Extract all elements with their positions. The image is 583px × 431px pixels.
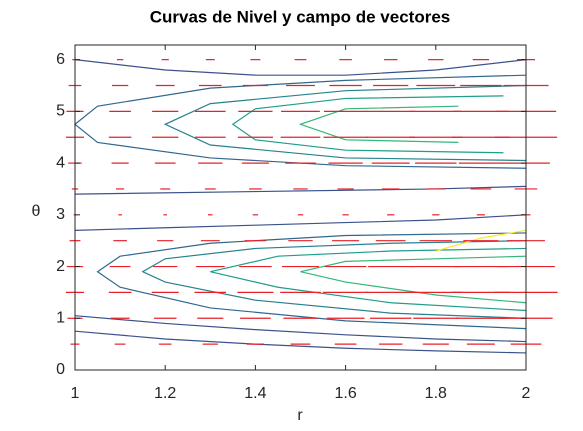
plot-frame	[74, 44, 527, 371]
contour-line	[96, 232, 527, 330]
contour-line	[74, 214, 527, 231]
contour-line	[163, 84, 527, 162]
y-tick-label: 1	[56, 309, 65, 326]
x-tick-label: 1	[71, 385, 80, 402]
contour-line	[435, 229, 527, 252]
x-axis-label: r	[297, 407, 303, 424]
x-tick-label: 1.8	[425, 385, 447, 402]
contour-line	[298, 105, 459, 144]
contour-line	[141, 240, 527, 319]
x-tick-label: 1.4	[244, 385, 266, 402]
contour-line	[74, 59, 527, 76]
x-tick-label: 2	[522, 385, 531, 402]
y-tick-label: 2	[56, 258, 65, 275]
contour-line	[231, 95, 504, 154]
y-tick-label: 6	[56, 51, 65, 68]
contour-line	[210, 247, 527, 312]
x-tick-label: 1.6	[334, 385, 356, 402]
contour-line	[74, 185, 527, 195]
contour-line	[74, 315, 527, 343]
chart-title: Curvas de Nivel y campo de vectores	[150, 7, 450, 26]
x-tick-label: 1.2	[154, 385, 176, 402]
y-axis-label: θ	[32, 203, 41, 220]
y-tick-label: 5	[56, 103, 65, 120]
y-tick-label: 4	[56, 154, 65, 171]
y-tick-label: 0	[56, 361, 65, 378]
contour-line	[300, 255, 527, 304]
contour-line	[74, 330, 527, 354]
y-tick-label: 3	[56, 206, 65, 223]
